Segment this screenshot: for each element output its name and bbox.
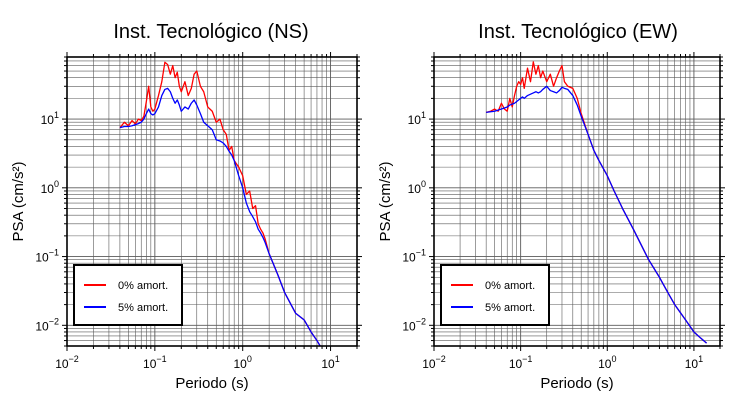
x-tick-label-base: 10 bbox=[422, 357, 436, 371]
y-tick-label-exp: 0 bbox=[54, 179, 59, 189]
legend: 0% amort. 5% amort. bbox=[73, 264, 183, 326]
y-tick-label-exp: 1 bbox=[54, 110, 59, 120]
series-lines bbox=[119, 61, 321, 346]
y-tick-label: 100 bbox=[41, 179, 59, 196]
x-axis-label: Periodo (s) bbox=[175, 375, 248, 392]
x-tick-label: 10−1 bbox=[509, 354, 533, 371]
legend-label-2: 5% amort. bbox=[485, 302, 535, 314]
x-tick-label-exp: −1 bbox=[522, 354, 532, 364]
chart-title: Inst. Tecnológico (NS) bbox=[113, 21, 308, 43]
y-tick-label-exp: 0 bbox=[421, 179, 426, 189]
plot-frame bbox=[66, 56, 358, 347]
y-tick-label: 100 bbox=[408, 179, 426, 196]
y-tick-label-base: 10 bbox=[402, 319, 416, 333]
x-tick-label-base: 10 bbox=[234, 357, 248, 371]
chart-title: Inst. Tecnológico (EW) bbox=[478, 21, 678, 43]
tick-marks bbox=[62, 52, 362, 351]
legend-label-1: 0% amort. bbox=[118, 280, 168, 292]
x-tick-label: 100 bbox=[234, 354, 252, 371]
legend: 0% amort. 5% amort. bbox=[440, 264, 550, 326]
y-tick-label-base: 10 bbox=[41, 182, 55, 196]
y-tick-label: 10−1 bbox=[402, 248, 426, 265]
x-tick-label: 100 bbox=[598, 354, 616, 371]
x-tick-label-base: 10 bbox=[685, 357, 699, 371]
legend-label-2: 5% amort. bbox=[118, 302, 168, 314]
series-line-2 bbox=[486, 85, 708, 344]
legend-box bbox=[440, 264, 550, 326]
y-tick-label: 101 bbox=[41, 110, 59, 127]
y-tick-label-exp: −2 bbox=[416, 316, 426, 326]
y-tick-label: 10−2 bbox=[402, 316, 426, 333]
x-tick-label-exp: −2 bbox=[436, 354, 446, 364]
legend-label-1: 0% amort. bbox=[485, 280, 535, 292]
series-lines bbox=[485, 61, 708, 344]
series-line-2 bbox=[119, 87, 321, 346]
tick-marks bbox=[429, 52, 725, 351]
y-tick-label-exp: −1 bbox=[49, 248, 59, 258]
y-tick-label-base: 10 bbox=[35, 319, 49, 333]
x-tick-label: 10−2 bbox=[55, 354, 79, 371]
x-axis-label: Periodo (s) bbox=[540, 375, 613, 392]
y-tick-label: 10−2 bbox=[35, 316, 59, 333]
x-tick-label-base: 10 bbox=[509, 357, 523, 371]
y-axis-label: PSA (cm/s²) bbox=[10, 161, 27, 241]
x-tick-label: 10−2 bbox=[422, 354, 446, 371]
x-tick-label-exp: 0 bbox=[611, 354, 616, 364]
x-tick-label-exp: 1 bbox=[698, 354, 703, 364]
x-tick-label-exp: −2 bbox=[69, 354, 79, 364]
y-tick-label: 10−1 bbox=[35, 248, 59, 265]
y-tick-label-base: 10 bbox=[402, 251, 416, 265]
y-tick-label-exp: 1 bbox=[421, 110, 426, 120]
y-tick-label-exp: −1 bbox=[416, 248, 426, 258]
series-line-1 bbox=[119, 61, 321, 346]
x-tick-label: 10−1 bbox=[143, 354, 167, 371]
y-tick-label: 101 bbox=[408, 110, 426, 127]
y-tick-label-exp: −2 bbox=[49, 316, 59, 326]
x-tick-label-base: 10 bbox=[143, 357, 157, 371]
x-tick-label-base: 10 bbox=[598, 357, 612, 371]
x-tick-label: 101 bbox=[685, 354, 703, 371]
gridlines bbox=[67, 57, 357, 346]
y-axis-label: PSA (cm/s²) bbox=[377, 161, 394, 241]
x-tick-label-base: 10 bbox=[321, 357, 335, 371]
legend-box bbox=[73, 264, 183, 326]
x-tick-label-exp: 1 bbox=[335, 354, 340, 364]
y-tick-label-base: 10 bbox=[35, 251, 49, 265]
plot-frame bbox=[433, 56, 721, 347]
y-tick-label-base: 10 bbox=[41, 113, 55, 127]
y-tick-label-base: 10 bbox=[408, 113, 422, 127]
x-tick-label: 101 bbox=[321, 354, 339, 371]
x-tick-label-exp: 0 bbox=[247, 354, 252, 364]
x-tick-label-exp: −1 bbox=[156, 354, 166, 364]
y-tick-label-base: 10 bbox=[408, 182, 422, 196]
x-tick-label-base: 10 bbox=[55, 357, 69, 371]
